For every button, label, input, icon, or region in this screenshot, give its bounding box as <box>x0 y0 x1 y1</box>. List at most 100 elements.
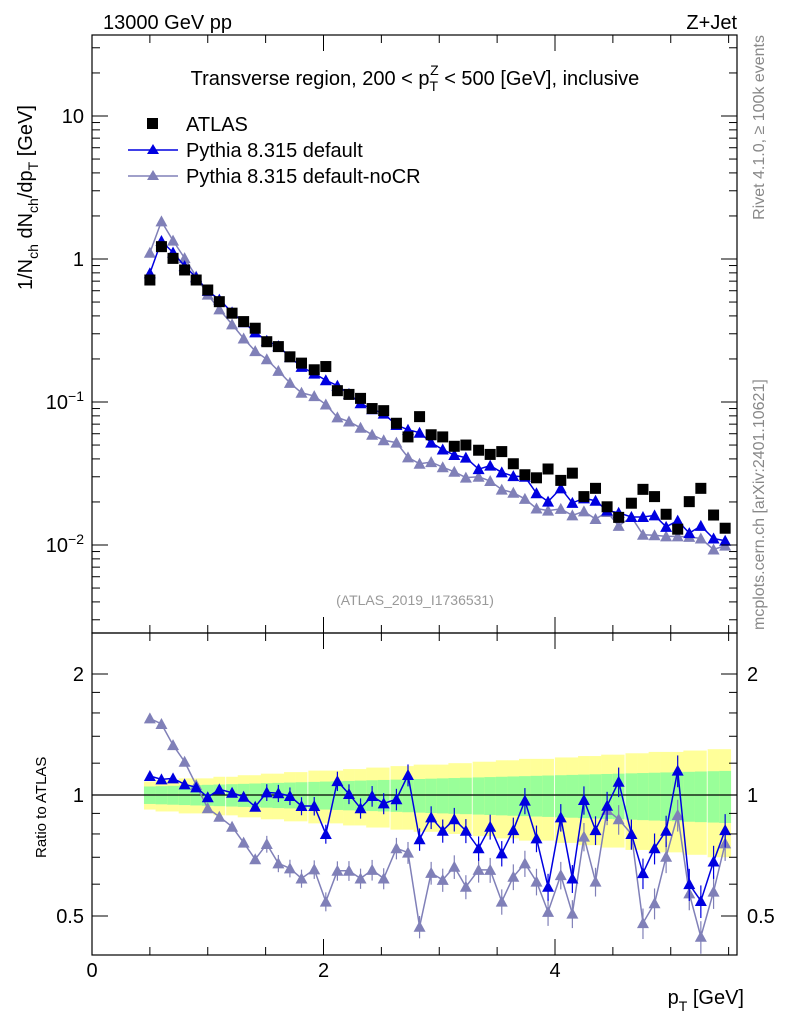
ratio-band-inner <box>694 771 707 823</box>
ratio-default-point <box>495 847 508 859</box>
main-atlas-point <box>167 252 179 264</box>
ratio-band-inner <box>459 777 472 815</box>
main-default-point <box>425 436 438 448</box>
main-atlas-point <box>683 496 695 508</box>
ratio-default-point <box>155 773 168 785</box>
ratio-default-point <box>377 797 390 809</box>
ratio-band-inner <box>530 775 543 817</box>
main-atlas-point <box>308 364 320 376</box>
ratio-band-inner <box>413 778 426 813</box>
main-atlas-point <box>331 385 343 397</box>
ratio-band-inner <box>683 771 696 822</box>
main-atlas-point <box>179 264 191 276</box>
rivet-label: Rivet 4.1.0, ≥ 100k events <box>751 35 768 220</box>
main-atlas-point <box>366 403 378 415</box>
main-atlas-point <box>190 274 202 286</box>
axes: 0 2 4 10 1 10−1 10−2 2 2 1 1 0.5 0.5 <box>46 34 775 982</box>
ratio-default-point <box>283 790 296 802</box>
main-atlas-point <box>390 417 402 429</box>
main-atlas-point <box>437 431 449 443</box>
main-nocr-point <box>390 436 403 448</box>
ratio-frame <box>91 632 738 956</box>
main-atlas-point <box>578 491 590 503</box>
main-atlas-point <box>672 523 684 535</box>
main-nocr-point <box>249 345 262 357</box>
main-nocr-point <box>308 390 321 402</box>
main-nocr-point <box>577 505 590 517</box>
main-nocr-point <box>507 486 520 498</box>
ratio-default-point <box>390 793 403 805</box>
ratio-nocr-point <box>143 712 156 724</box>
y-tick-label: 10−2 <box>46 531 84 557</box>
x-axis-label: pT [GeV] <box>668 987 744 1014</box>
main-nocr-point <box>237 332 250 344</box>
main-atlas-point <box>261 336 273 348</box>
ratio-band-inner <box>425 778 438 814</box>
ratio-y-tick-label-right: 0.5 <box>747 906 775 928</box>
ratio-default-point <box>601 799 614 811</box>
ratio-nocr-point <box>542 905 555 917</box>
main-default-point <box>589 494 602 506</box>
ratio-nocr-point <box>448 860 461 872</box>
main-atlas-point <box>402 431 414 443</box>
ratio-default-point <box>272 787 285 799</box>
legend-atlas-marker <box>147 118 158 129</box>
ratio-nocr-point <box>507 870 520 882</box>
analysis-label: (ATLAS_2019_I1736531) <box>336 592 494 608</box>
main-atlas-point <box>378 405 390 417</box>
main-nocr-point <box>530 502 543 514</box>
main-default-point <box>319 374 332 386</box>
ratio-default-point <box>484 820 497 832</box>
ratio-default-point <box>625 827 638 839</box>
ratio-nocr-point <box>495 895 508 907</box>
plot-title: Transverse region, 200 < pTZ < 500 [GeV]… <box>191 62 640 94</box>
main-nocr-point <box>413 457 426 469</box>
ratio-default-point <box>436 824 449 836</box>
ratio-default-point <box>612 775 625 787</box>
ratio-band-inner <box>484 777 497 815</box>
ratio-default-point <box>648 842 661 854</box>
main-default-point <box>671 514 684 526</box>
main-atlas-point <box>202 284 214 296</box>
ratio-band-inner <box>707 771 720 823</box>
main-nocr-point <box>436 461 449 473</box>
main-atlas-point <box>519 469 531 481</box>
ratio-default-point <box>143 769 156 781</box>
ratio-nocr-point <box>283 862 296 874</box>
ratio-default-point <box>201 791 214 803</box>
main-default-point <box>436 443 449 455</box>
ratio-band-inner <box>448 778 461 814</box>
main-atlas-point <box>226 307 238 319</box>
ratio-band-inner <box>671 772 684 822</box>
main-default-point <box>694 519 707 531</box>
ratio-default-point <box>530 832 543 844</box>
main-default-point <box>495 466 508 478</box>
main-atlas-point <box>637 483 649 495</box>
main-atlas-point <box>555 474 567 486</box>
ratio-default-point <box>518 794 531 806</box>
main-atlas-point <box>144 274 156 286</box>
ratio-default-point <box>683 878 696 890</box>
main-nocr-point <box>377 434 390 446</box>
ratio-band-inner <box>402 779 414 813</box>
main-nocr-point <box>660 530 673 542</box>
main-nocr-point <box>542 504 555 516</box>
ratio-nocr-point <box>436 873 449 885</box>
ratio-nocr-point <box>342 864 355 876</box>
ratio-nocr-point <box>554 869 567 881</box>
ratio-nocr-point <box>155 717 168 729</box>
legend-atlas-label: ATLAS <box>186 114 248 136</box>
main-nocr-point <box>612 519 625 531</box>
ratio-default-point <box>237 790 250 802</box>
main-default-point <box>648 509 661 521</box>
ratio-default-point <box>342 787 355 799</box>
main-atlas-point <box>484 448 496 460</box>
ratio-y-tick-label-left: 0.5 <box>56 906 84 928</box>
main-atlas-point <box>238 316 250 328</box>
ratio-default-point <box>507 824 520 836</box>
main-atlas-point <box>590 482 602 494</box>
main-nocr-point <box>260 353 273 365</box>
ratio-panel-marks <box>143 712 732 954</box>
x-tick-label: 4 <box>549 960 560 982</box>
